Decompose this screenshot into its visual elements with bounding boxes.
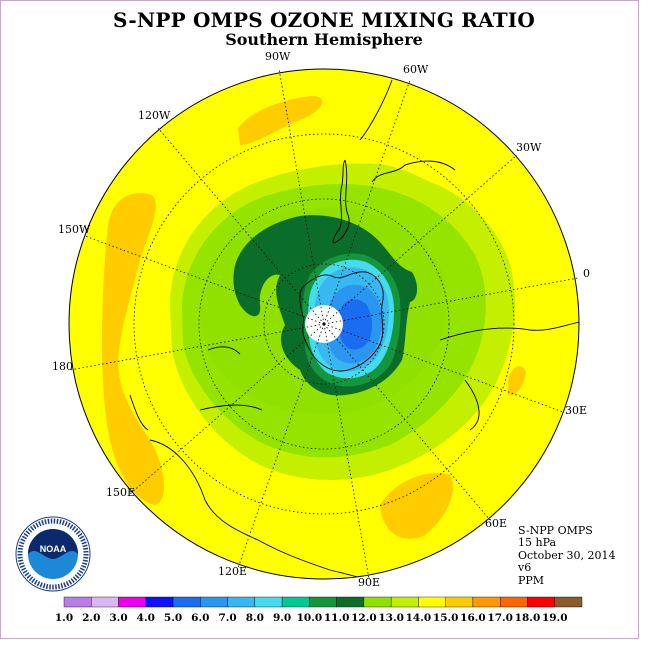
lon-label-180: 180 (52, 360, 73, 373)
contour-14-15-east (508, 366, 526, 396)
info-level: 15 hPa (518, 536, 557, 550)
map-boundary (68, 68, 580, 580)
info-date: October 30, 2014 (518, 548, 616, 562)
graticule (69, 68, 579, 580)
lon-label-150e: 150E (106, 486, 135, 499)
info-instrument: S-NPP OMPS (518, 524, 593, 537)
lon-label-120w: 120W (138, 109, 171, 122)
lon-label-30w: 30W (516, 141, 542, 154)
contour-14-15-southeast (380, 473, 454, 539)
lon-label-90w: 90W (265, 50, 291, 63)
info-version: v6 (518, 561, 532, 575)
contour-14-15-south (396, 585, 520, 640)
figure-frame (0, 0, 639, 639)
lon-label-30e: 30E (565, 404, 587, 417)
contour-5-6 (338, 299, 373, 350)
lon-label-150w: 150W (58, 223, 91, 236)
south-pole-marker (322, 322, 326, 326)
lon-label-60w: 60W (403, 63, 429, 76)
lon-label-120e: 120E (218, 565, 247, 578)
lon-label-90e: 90E (358, 576, 380, 589)
map-title: S-NPP OMPS OZONE MIXING RATIO (113, 8, 535, 32)
lon-label-60e: 60E (485, 517, 507, 530)
noaa-logo-icon: NOAA (15, 516, 91, 592)
ozone-field (69, 69, 579, 640)
lon-label-0: 0 (583, 267, 590, 280)
contour-14-15-west (102, 193, 165, 505)
coastlines (129, 79, 579, 579)
info-units: PPM (518, 573, 545, 587)
info-block: S-NPP OMPS 15 hPa October 30, 2014 v6 PP… (518, 524, 616, 587)
contour-14-15-north (238, 95, 323, 145)
noaa-logo-text: NOAA (40, 544, 67, 554)
map-subtitle: Southern Hemisphere (225, 30, 423, 49)
